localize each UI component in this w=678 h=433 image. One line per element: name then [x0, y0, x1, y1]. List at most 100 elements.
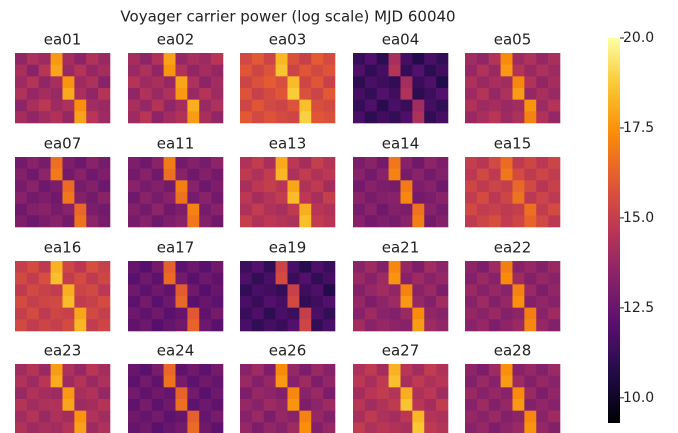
heatmap-cell: [400, 99, 413, 112]
heatmap-cell: [74, 375, 87, 388]
heatmap-cell: [211, 215, 224, 228]
heatmap-cell: [74, 64, 87, 77]
heatmap-cell: [311, 157, 324, 169]
heatmap-cell: [353, 399, 366, 411]
heatmap-cell: [412, 272, 425, 285]
heatmap-cell: [311, 203, 324, 216]
heatmap-cell: [263, 180, 276, 193]
heatmap-cell: [299, 215, 312, 228]
heatmap-cell: [412, 410, 425, 423]
heatmap-cell: [524, 307, 537, 320]
heatmap-cell: [199, 111, 212, 124]
panel-title: ea24: [157, 342, 195, 360]
heatmap-cell: [98, 76, 111, 89]
heatmap-cell: [128, 375, 141, 388]
heatmap-cell: [488, 111, 501, 124]
heatmap-cell: [50, 157, 63, 169]
heatmap-cell: [163, 215, 176, 228]
heatmap-cell: [400, 307, 413, 320]
heatmap-cell: [436, 88, 449, 100]
heatmap-cell: [299, 261, 312, 273]
heatmap-cell: [476, 307, 490, 320]
heatmap-cell: [251, 319, 265, 332]
heatmap-cell: [263, 410, 276, 423]
heatmap-cell: [311, 272, 324, 285]
heatmap-cell: [86, 399, 99, 411]
heatmap-cell: [311, 76, 324, 89]
heatmap-cell: [187, 64, 200, 77]
heatmap-cell: [436, 319, 449, 332]
heatmap-cell: [465, 364, 478, 376]
heatmap-cell: [251, 387, 265, 400]
heatmap-cell: [86, 422, 99, 433]
heatmap-cell: [139, 261, 153, 273]
heatmap-cell: [38, 53, 51, 65]
heatmap-cell: [299, 203, 312, 216]
heatmap-cell: [38, 99, 51, 112]
heatmap-cell: [500, 375, 513, 388]
heatmap-cell: [364, 307, 378, 320]
heatmap-cell: [323, 364, 336, 376]
heatmap-cell: [524, 76, 537, 89]
heatmap-cell: [50, 261, 63, 273]
heatmap-cell: [151, 168, 164, 181]
heatmap-cell: [323, 387, 336, 400]
heatmap-cell: [38, 319, 51, 332]
heatmap-cell: [488, 192, 501, 204]
heatmap-cell: [86, 157, 99, 169]
heatmap-cell: [263, 99, 276, 112]
heatmap-cell: [62, 284, 75, 297]
heatmap-cell: [548, 296, 561, 308]
heatmap-cell: [151, 364, 164, 376]
heatmap-cell: [175, 64, 188, 77]
heatmap-cell: [524, 88, 537, 100]
heatmap-cell: [311, 319, 324, 332]
heatmap-cell: [50, 215, 63, 228]
heatmap-cell: [287, 180, 300, 193]
heatmap-cell: [476, 261, 490, 273]
panel-title: ea15: [494, 135, 532, 153]
heatmap-cell: [251, 296, 265, 308]
heatmap-cell: [536, 422, 549, 433]
heatmap-cell: [400, 387, 413, 400]
heatmap-cell: [187, 215, 200, 228]
heatmap-cell: [476, 53, 490, 65]
heatmap-cell: [424, 192, 437, 204]
heatmap-cell: [400, 64, 413, 77]
heatmap-cell: [187, 261, 200, 273]
heatmap-cell: [476, 192, 490, 204]
heatmap-cell: [488, 99, 501, 112]
heatmap-cell: [50, 364, 63, 376]
heatmap-cell: [15, 307, 28, 320]
heatmap-cell: [275, 99, 288, 112]
heatmap-cell: [353, 180, 366, 193]
heatmap-cell: [128, 203, 141, 216]
heatmap-cell: [275, 88, 288, 100]
heatmap-cell: [15, 76, 28, 89]
heatmap-cell: [388, 375, 401, 388]
heatmap-cell: [500, 387, 513, 400]
panel-title: ea02: [157, 31, 195, 49]
heatmap-cell: [388, 261, 401, 273]
heatmap-cell: [15, 111, 28, 124]
heatmap-cell: [488, 307, 501, 320]
heatmap-cell: [74, 296, 87, 308]
heatmap-cell: [211, 272, 224, 285]
heatmap-cell: [353, 272, 366, 285]
heatmap-cell: [311, 99, 324, 112]
heatmap-cell: [263, 203, 276, 216]
heatmap-cell: [465, 76, 478, 89]
heatmap-cell: [50, 399, 63, 411]
heatmap-cell: [251, 215, 265, 228]
heatmap-cell: [62, 387, 75, 400]
heatmap-cell: [353, 284, 366, 297]
heatmap-cell: [376, 422, 389, 433]
heatmap-cell: [199, 399, 212, 411]
heatmap-cell: [424, 319, 437, 332]
heatmap-cell: [524, 192, 537, 204]
heatmap-cell: [163, 192, 176, 204]
panel-title: ea14: [382, 135, 420, 153]
heatmap-cell: [364, 215, 378, 228]
heatmap-cell: [187, 319, 200, 332]
